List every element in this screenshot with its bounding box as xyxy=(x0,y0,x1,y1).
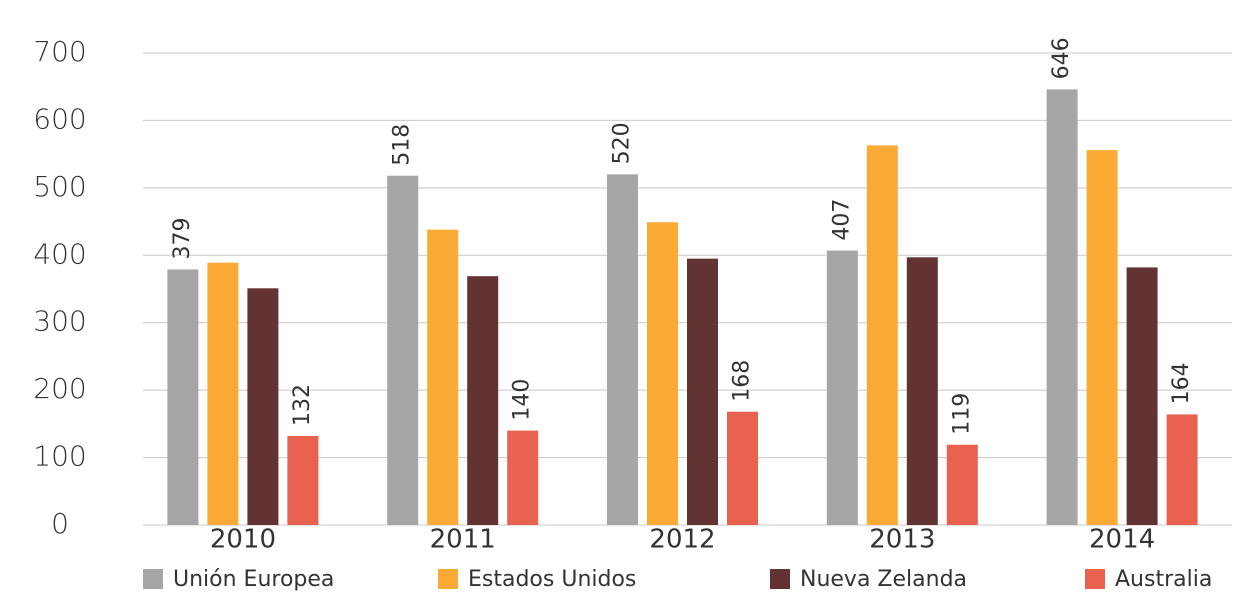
data-label: 379 xyxy=(170,217,195,259)
bar xyxy=(287,435,319,525)
bar xyxy=(687,258,718,525)
legend-label: Australia xyxy=(1115,567,1212,592)
bar xyxy=(167,269,199,525)
y-tick-label: 700 xyxy=(33,35,86,68)
y-tick-label: 200 xyxy=(33,372,86,405)
bar xyxy=(946,444,978,525)
bar xyxy=(207,262,239,525)
legend-swatch xyxy=(438,569,458,589)
legend-label: Estados Unidos xyxy=(468,567,636,592)
data-label: 520 xyxy=(610,122,635,164)
bar xyxy=(247,288,279,525)
data-label: 407 xyxy=(829,199,854,241)
x-tick-label: 2013 xyxy=(869,525,935,555)
bar xyxy=(1046,89,1078,525)
y-tick-label: 400 xyxy=(33,237,86,270)
bar xyxy=(1126,267,1158,525)
data-label: 140 xyxy=(510,379,535,421)
bar xyxy=(387,175,419,525)
data-label: 646 xyxy=(1049,37,1074,79)
x-tick-label: 2014 xyxy=(1089,525,1155,555)
legend-swatch xyxy=(770,569,790,589)
x-tick-label: 2010 xyxy=(210,525,276,555)
data-label: 119 xyxy=(949,393,974,435)
legend-label: Unión Europea xyxy=(173,567,334,592)
bar xyxy=(866,145,898,525)
bar xyxy=(727,411,758,525)
x-tick-label: 2012 xyxy=(649,525,715,555)
data-label: 132 xyxy=(290,384,315,426)
legend-swatch xyxy=(1085,569,1105,589)
y-tick-label: 0 xyxy=(51,507,69,540)
legend-swatch xyxy=(143,569,163,589)
y-tick-label: 100 xyxy=(33,440,86,473)
bar xyxy=(647,222,678,525)
bar xyxy=(1086,150,1118,525)
data-label: 518 xyxy=(390,124,415,166)
bar xyxy=(507,430,539,525)
data-label: 164 xyxy=(1169,362,1194,404)
bar xyxy=(1166,414,1198,525)
bar xyxy=(906,257,938,525)
bar xyxy=(607,174,638,525)
legend-label: Nueva Zelanda xyxy=(800,567,967,592)
bar xyxy=(826,250,858,525)
y-tick-label: 600 xyxy=(33,102,86,135)
data-label: 168 xyxy=(730,360,755,402)
bar xyxy=(427,229,459,526)
bar xyxy=(467,276,499,525)
x-tick-label: 2011 xyxy=(430,525,496,555)
y-tick-label: 300 xyxy=(33,305,86,338)
y-tick-label: 500 xyxy=(33,170,86,203)
